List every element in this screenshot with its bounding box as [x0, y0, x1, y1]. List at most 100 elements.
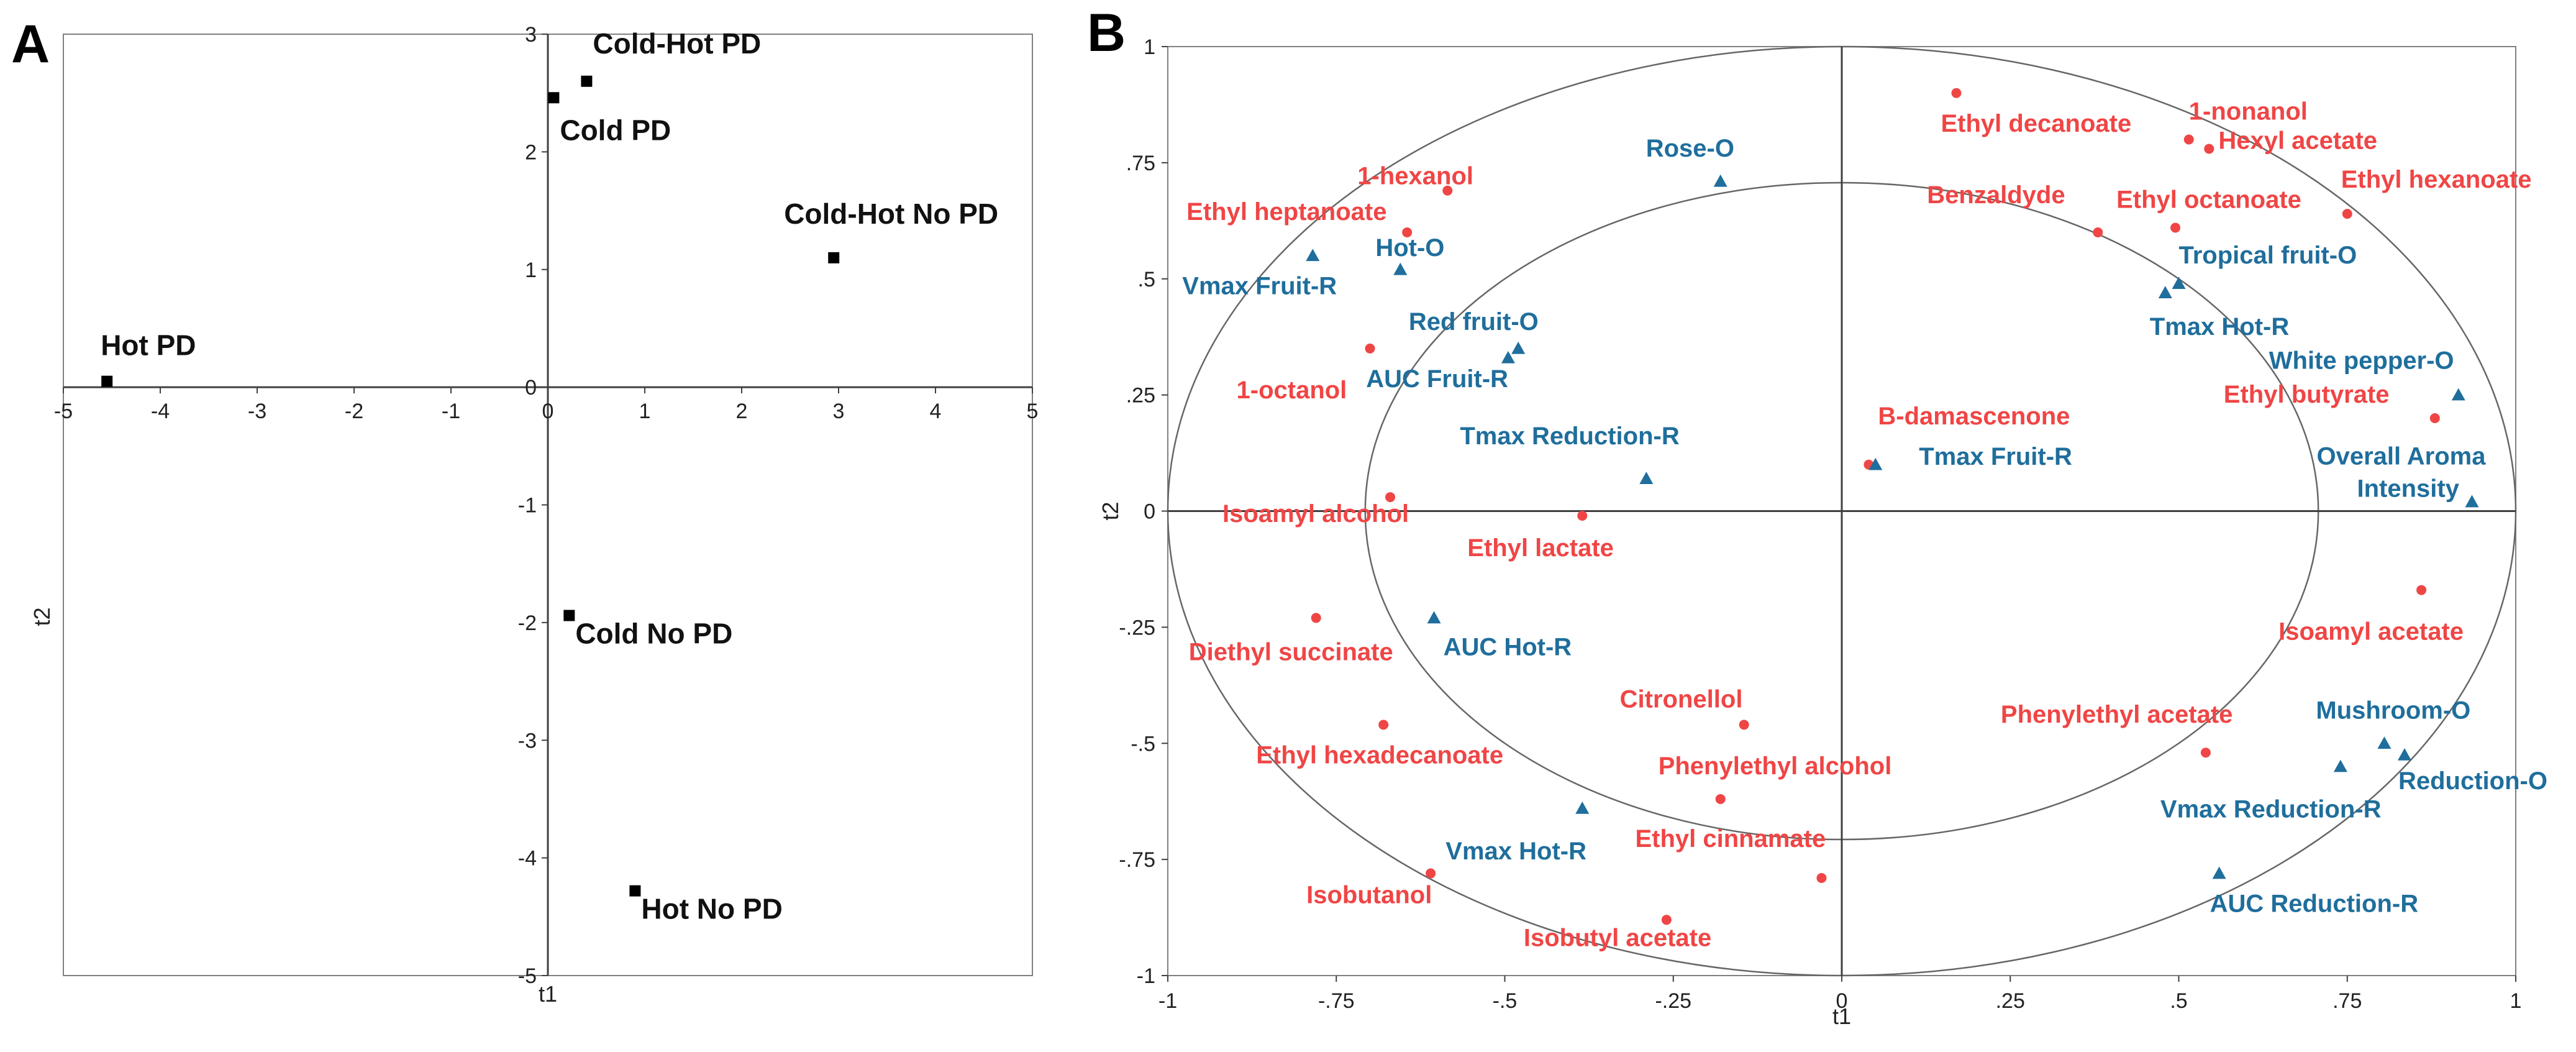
y-tick-label: .5 — [1138, 268, 1155, 291]
point-label: Ethyl cinnamate — [1635, 825, 1826, 853]
y-tick-label: -2 — [518, 611, 537, 635]
x-tick-label: -.25 — [1655, 989, 1691, 1013]
x-tick-label: -1 — [442, 400, 460, 423]
x-tick-label: 0 — [542, 400, 554, 423]
x-tick-label: 1 — [639, 400, 651, 423]
point-label: Hexyl acetate — [2218, 127, 2377, 154]
volatile-point — [1661, 915, 1672, 925]
point-label: Citronellol — [1620, 685, 1743, 713]
x-tick-label: .25 — [1996, 989, 2025, 1013]
volatile-point — [2416, 585, 2427, 595]
x-tick-label: 4 — [930, 400, 942, 423]
point-label: Mushroom-O — [2316, 697, 2470, 724]
attribute-point — [1639, 472, 1654, 484]
point-label: AUC Fruit-R — [1366, 365, 1508, 393]
point-label: Benzaldyde — [1927, 181, 2065, 209]
y-tick-label: -.25 — [1119, 616, 1155, 639]
y-tick-label: -3 — [518, 729, 537, 752]
scatter-point — [828, 252, 840, 263]
x-tick-label: -3 — [248, 400, 266, 423]
volatile-point — [2342, 209, 2352, 219]
plot-a: -5 -4 -3 -2 -1 0 1 2 3 4 5 3 2 1 0 -1 -2 -3 -4 -5 Cold-Hot … — [29, 23, 1038, 1007]
x-tick-label: -4 — [151, 400, 170, 423]
attribute-point — [2377, 736, 2392, 749]
volatile-point — [1365, 343, 1375, 354]
x-tick-label: -5 — [54, 400, 73, 423]
plot-b-ylabel: t2 — [1098, 501, 1123, 520]
volatile-point — [1739, 720, 1749, 730]
scatter-point — [629, 885, 641, 897]
attribute-point — [1868, 457, 1883, 470]
point-label: Ethyl hexadecanoate — [1256, 741, 1503, 769]
y-tick-label: 1 — [1144, 35, 1155, 59]
point-label: Ethyl heptanoate — [1186, 198, 1386, 226]
point-label: Ethyl lactate — [1467, 534, 1614, 562]
attribute-point — [2465, 495, 2479, 508]
point-label: Hot PD — [101, 329, 196, 362]
point-label: 1-nonanol — [2189, 98, 2308, 126]
y-tick-label: 2 — [525, 140, 537, 164]
point-label: AUC Reduction-R — [2210, 890, 2419, 918]
attribute-point — [2212, 866, 2226, 879]
point-label: Rose-O — [1646, 135, 1734, 162]
volatile-point — [1816, 873, 1827, 884]
point-label: Tmax Fruit-R — [1919, 443, 2072, 470]
y-tick-label: .25 — [1126, 384, 1155, 408]
x-tick-label: -1 — [1158, 989, 1177, 1013]
point-label: Reduction-O — [2398, 767, 2547, 795]
scatter-point — [548, 92, 560, 104]
point-label: Isobutanol — [1306, 882, 1432, 909]
panel-b-letter: B — [1087, 3, 1126, 63]
volatile-point — [1402, 227, 1413, 237]
attribute-point — [1427, 611, 1441, 624]
volatile-point — [1385, 492, 1396, 503]
point-label: Red fruit-O — [1409, 308, 1539, 336]
scatter-point — [101, 375, 113, 387]
point-label: Isobutyl acetate — [1524, 924, 1711, 951]
volatile-point — [1311, 613, 1321, 623]
point-label: Phenylethyl acetate — [2001, 701, 2233, 728]
x-tick-label: -.75 — [1318, 989, 1355, 1013]
x-tick-label: .75 — [2333, 989, 2362, 1013]
x-tick-label: -.5 — [1493, 989, 1518, 1013]
attribute-point — [2451, 388, 2465, 401]
volatile-point — [1378, 720, 1389, 730]
attribute-point — [2172, 277, 2186, 290]
volatile-point — [1442, 185, 1453, 196]
attribute-point — [2397, 748, 2411, 761]
volatile-point — [2429, 413, 2440, 423]
point-label: Cold PD — [560, 114, 671, 146]
x-tick-label: 1 — [2510, 989, 2522, 1013]
plot-b: -1 -.75 -.5 -.25 0 .25 .5 .75 1 1 .75 .5 .25 0 -.25 -.5… — [1098, 35, 2547, 1029]
point-label: Ethyl butyrate — [2224, 381, 2390, 408]
point-label: Cold No PD — [575, 618, 732, 650]
x-tick-label: 5 — [1027, 400, 1039, 423]
x-tick-label: 3 — [833, 400, 845, 423]
panel-a-letter: A — [11, 14, 50, 74]
point-label: Vmax Reduction-R — [2160, 796, 2382, 823]
point-label: Tropical fruit-O — [2179, 242, 2357, 269]
attribute-point — [1501, 350, 1515, 364]
volatile-point — [2093, 227, 2103, 237]
plot-a-points: Cold-Hot PD Cold PD Cold-Hot No PD Hot PD Co… — [101, 27, 998, 925]
y-tick-label: 0 — [525, 376, 537, 400]
y-tick-label: 3 — [525, 23, 537, 47]
point-label: Hot-O — [1375, 234, 1444, 262]
volatile-point — [2204, 144, 2214, 154]
point-label: White pepper-O — [2269, 347, 2454, 375]
attribute-point — [1393, 262, 1408, 275]
y-tick-label: 1 — [525, 258, 537, 282]
point-label: Cold-Hot PD — [593, 27, 761, 60]
volatile-point — [1951, 88, 1962, 98]
attribute-point — [1713, 174, 1727, 187]
point-label: Ethyl octanoate — [2116, 186, 2301, 214]
attribute-point — [2158, 286, 2172, 298]
plot-a-xlabel: t1 — [539, 981, 557, 1007]
point-label: Tmax Reduction-R — [1460, 423, 1679, 450]
point-label: Diethyl succinate — [1189, 638, 1393, 666]
point-label: Overall Aroma Intensity — [2316, 443, 2486, 503]
x-tick-label: -2 — [345, 400, 363, 423]
point-label: B-damascenone — [1878, 403, 2070, 430]
plot-b-xlabel: t1 — [1832, 1004, 1851, 1029]
